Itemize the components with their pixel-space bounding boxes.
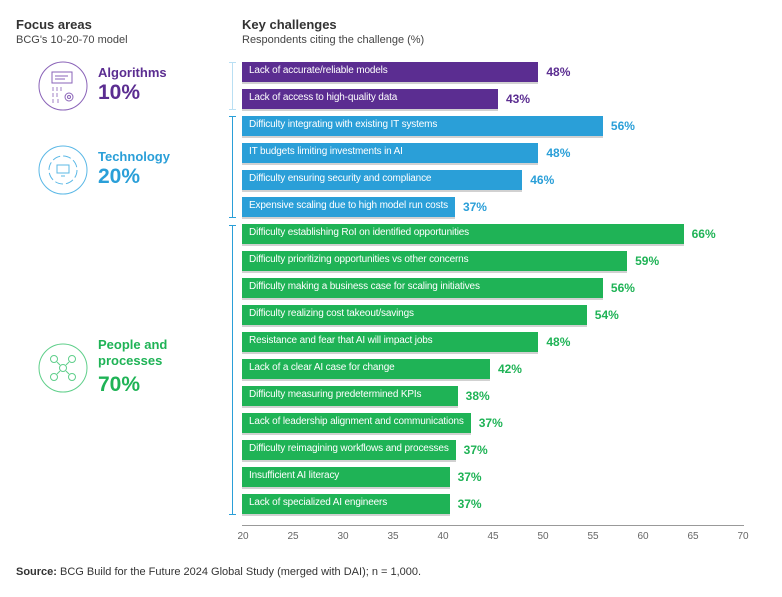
chart-subtitle: Respondents citing the challenge (%) bbox=[242, 34, 425, 46]
bar-label: Expensive scaling due to high model run … bbox=[249, 200, 448, 211]
bar: Resistance and fear that AI will impact … bbox=[242, 332, 539, 352]
bar-label: Difficulty establishing RoI on identifie… bbox=[249, 227, 470, 238]
bar: Difficulty making a business case for sc… bbox=[242, 278, 603, 298]
focus-areas-subtitle: BCG's 10-20-70 model bbox=[16, 34, 128, 46]
bar-label: Resistance and fear that AI will impact … bbox=[249, 335, 433, 346]
data-label: 43% bbox=[506, 92, 531, 106]
data-label: 42% bbox=[497, 362, 522, 376]
bar: IT budgets limiting investments in AI bbox=[242, 143, 539, 163]
bar: Difficulty measuring predetermined KPIs bbox=[242, 386, 458, 406]
bar-label: IT budgets limiting investments in AI bbox=[249, 146, 403, 157]
data-label: 59% bbox=[635, 254, 660, 268]
bar: Lack of access to high-quality data bbox=[242, 89, 498, 109]
data-label: 46% bbox=[530, 173, 555, 187]
bar-label: Lack of access to high-quality data bbox=[249, 92, 398, 103]
bar-label: Lack of a clear AI case for change bbox=[249, 362, 395, 373]
bracket-technology bbox=[229, 116, 236, 218]
x-tick-label: 50 bbox=[537, 531, 549, 542]
bar: Difficulty establishing RoI on identifie… bbox=[242, 224, 684, 244]
bar: Difficulty integrating with existing IT … bbox=[242, 116, 603, 136]
x-tick-label: 35 bbox=[387, 531, 399, 542]
bar-label: Difficulty making a business case for sc… bbox=[249, 281, 480, 292]
bar-label: Lack of specialized AI engineers bbox=[249, 497, 388, 508]
bar-label: Difficulty ensuring security and complia… bbox=[249, 173, 432, 184]
focus-name: Algorithms bbox=[98, 65, 167, 80]
chart-title: Key challenges bbox=[242, 17, 337, 32]
focus-name: People and processes bbox=[98, 337, 168, 368]
data-label: 56% bbox=[610, 119, 635, 133]
x-tick-label: 55 bbox=[587, 531, 599, 542]
source-label: Source: bbox=[16, 566, 57, 578]
bar: Lack of a clear AI case for change bbox=[242, 359, 490, 379]
focus-name: Technology bbox=[98, 149, 170, 164]
bracket-algorithms bbox=[229, 62, 236, 110]
bar: Lack of leadership alignment and communi… bbox=[242, 413, 471, 433]
source-note: Source: BCG Build for the Future 2024 Gl… bbox=[16, 566, 421, 578]
data-label: 37% bbox=[457, 497, 482, 511]
bar-label: Difficulty measuring predetermined KPIs bbox=[249, 389, 422, 400]
x-tick-label: 25 bbox=[287, 531, 299, 542]
algorithm-code-gear-icon bbox=[38, 61, 88, 111]
bar: Expensive scaling due to high model run … bbox=[242, 197, 455, 217]
data-label: 37% bbox=[457, 470, 482, 484]
x-tick-label: 60 bbox=[637, 531, 649, 542]
people-network-icon bbox=[38, 343, 88, 393]
monitor-cycle-icon bbox=[38, 145, 88, 195]
focus-pct: 70% bbox=[98, 373, 141, 396]
data-label: 48% bbox=[546, 146, 571, 160]
data-label: 66% bbox=[691, 227, 716, 241]
focus-pct: 20% bbox=[98, 165, 141, 188]
data-label: 37% bbox=[478, 416, 503, 430]
bar: Lack of specialized AI engineers bbox=[242, 494, 450, 514]
bar-label: Difficulty integrating with existing IT … bbox=[249, 119, 438, 130]
data-label: 37% bbox=[462, 200, 487, 214]
x-tick-label: 30 bbox=[337, 531, 349, 542]
bar-label: Difficulty realizing cost takeout/saving… bbox=[249, 308, 414, 319]
focus-pct: 10% bbox=[98, 81, 141, 104]
x-tick-label: 40 bbox=[437, 531, 449, 542]
bar: Difficulty ensuring security and complia… bbox=[242, 170, 523, 190]
bar-label: Difficulty reimagining workflows and pro… bbox=[249, 443, 449, 454]
x-tick-label: 65 bbox=[687, 531, 699, 542]
x-tick-label: 45 bbox=[487, 531, 499, 542]
data-label: 48% bbox=[546, 335, 571, 349]
bar-label: Difficulty prioritizing opportunities vs… bbox=[249, 254, 469, 265]
data-label: 48% bbox=[546, 65, 571, 79]
bar-label: Insufficient AI literacy bbox=[249, 470, 340, 481]
bar: Difficulty prioritizing opportunities vs… bbox=[242, 251, 628, 271]
bar-label: Lack of leadership alignment and communi… bbox=[249, 416, 464, 427]
bracket-people bbox=[229, 225, 236, 515]
x-tick-label: 70 bbox=[737, 531, 749, 542]
bar-label: Lack of accurate/reliable models bbox=[249, 65, 388, 76]
source-text: BCG Build for the Future 2024 Global Stu… bbox=[60, 566, 422, 578]
x-axis bbox=[242, 525, 744, 526]
data-label: 38% bbox=[465, 389, 490, 403]
data-label: 37% bbox=[463, 443, 488, 457]
bar: Difficulty reimagining workflows and pro… bbox=[242, 440, 456, 460]
focus-areas-title: Focus areas bbox=[16, 17, 92, 32]
bar: Difficulty realizing cost takeout/saving… bbox=[242, 305, 587, 325]
bar: Insufficient AI literacy bbox=[242, 467, 450, 487]
x-tick-label: 20 bbox=[237, 531, 249, 542]
data-label: 54% bbox=[594, 308, 619, 322]
data-label: 56% bbox=[610, 281, 635, 295]
bar: Lack of accurate/reliable models bbox=[242, 62, 539, 82]
